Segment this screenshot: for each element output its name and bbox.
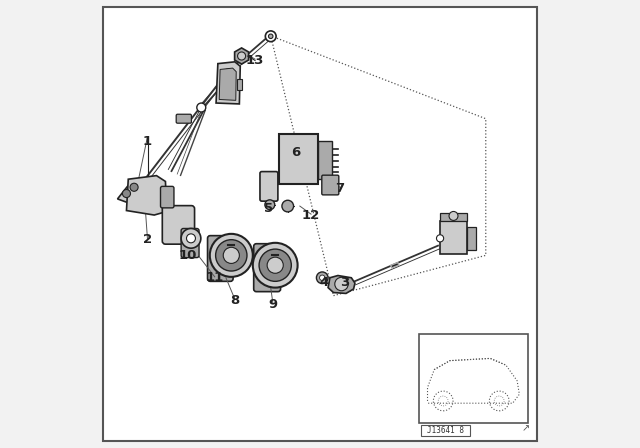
Bar [421,425,470,436]
Circle shape [181,228,201,248]
FancyBboxPatch shape [322,175,339,195]
Text: 4: 4 [320,276,329,289]
Polygon shape [220,68,236,100]
Polygon shape [235,48,248,64]
Circle shape [216,240,247,271]
Text: 1: 1 [143,134,152,148]
Circle shape [282,200,294,212]
FancyBboxPatch shape [260,172,278,201]
FancyBboxPatch shape [163,206,195,244]
Polygon shape [118,179,148,202]
Circle shape [224,69,233,78]
FancyBboxPatch shape [207,236,233,281]
Text: 9: 9 [268,298,278,311]
Bar [440,213,467,221]
Bar [419,334,528,423]
Polygon shape [328,276,355,293]
Text: 11: 11 [205,271,224,284]
Circle shape [436,235,444,242]
Circle shape [122,190,131,198]
Text: 10: 10 [179,249,197,262]
Text: 5: 5 [264,202,273,215]
Circle shape [237,52,246,60]
Text: 8: 8 [230,293,239,307]
Circle shape [316,272,328,284]
Circle shape [210,234,253,277]
FancyBboxPatch shape [176,114,191,123]
Text: J13641 8: J13641 8 [427,426,464,435]
Bar [279,134,318,184]
Circle shape [269,34,273,39]
Text: 12: 12 [302,208,320,222]
Bar [318,141,332,179]
Polygon shape [216,62,240,104]
Text: ↗: ↗ [522,423,530,433]
Text: 13: 13 [246,54,264,67]
Circle shape [253,243,298,288]
FancyBboxPatch shape [161,186,174,208]
Circle shape [267,257,284,273]
Circle shape [259,249,291,281]
Circle shape [197,103,206,112]
Text: 6: 6 [291,146,300,159]
Text: 2: 2 [143,233,152,246]
Text: 7: 7 [335,181,345,195]
Circle shape [130,183,138,191]
Circle shape [449,211,458,220]
FancyBboxPatch shape [181,228,199,258]
Circle shape [319,275,325,280]
Circle shape [186,234,195,243]
FancyBboxPatch shape [253,244,280,292]
Bar [467,227,476,250]
Bar [440,221,467,254]
Circle shape [265,200,275,210]
Polygon shape [127,176,167,215]
Text: 3: 3 [340,276,349,289]
Bar [237,79,243,90]
Circle shape [266,31,276,42]
Circle shape [223,247,239,263]
Circle shape [335,277,348,291]
